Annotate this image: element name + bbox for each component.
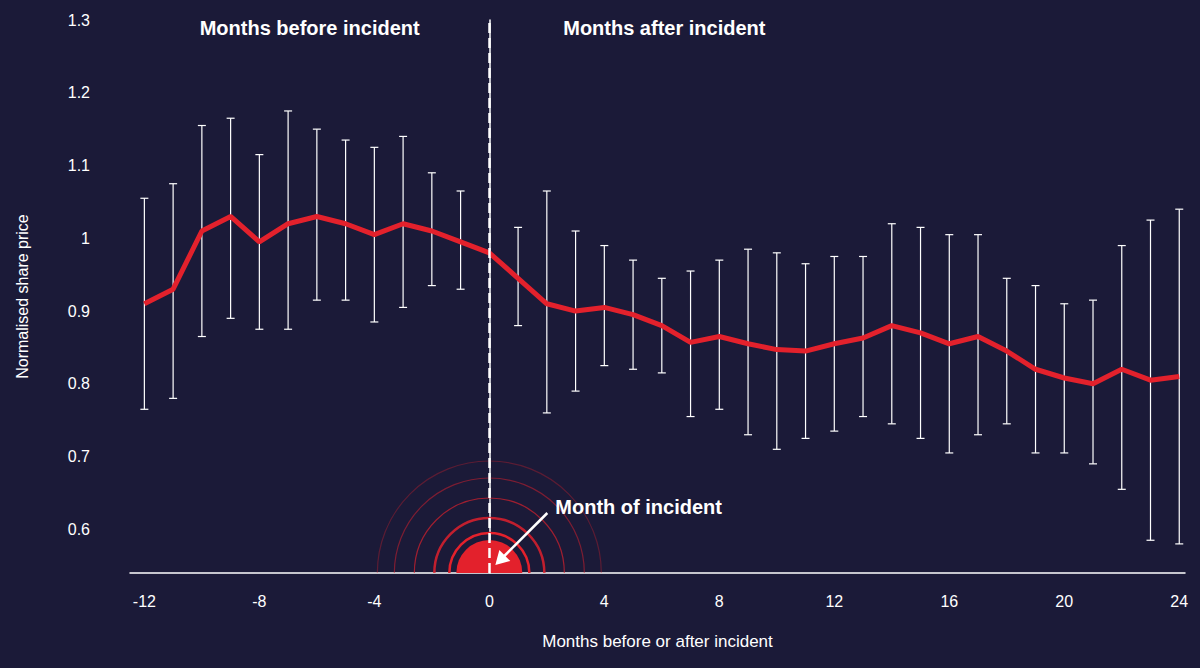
svg-text:0.7: 0.7 [68,448,90,465]
svg-text:-4: -4 [367,593,381,610]
svg-text:4: 4 [600,593,609,610]
svg-text:0.8: 0.8 [68,375,90,392]
svg-text:0: 0 [485,593,494,610]
svg-text:Month of incident: Month of incident [555,496,722,518]
svg-text:Months after incident: Months after incident [563,17,766,39]
svg-text:20: 20 [1055,593,1073,610]
svg-text:8: 8 [715,593,724,610]
svg-text:0.6: 0.6 [68,521,90,538]
svg-text:1.1: 1.1 [68,157,90,174]
svg-text:16: 16 [940,593,958,610]
svg-text:-8: -8 [252,593,266,610]
svg-text:Months before or after inciden: Months before or after incident [542,632,773,651]
svg-text:0.9: 0.9 [68,303,90,320]
svg-text:1.3: 1.3 [68,12,90,29]
svg-text:1.2: 1.2 [68,84,90,101]
svg-text:-12: -12 [133,593,156,610]
svg-text:12: 12 [825,593,843,610]
svg-text:Normalised share price: Normalised share price [14,214,31,379]
svg-text:1: 1 [81,230,90,247]
svg-text:Months before incident: Months before incident [200,17,420,39]
svg-text:24: 24 [1170,593,1188,610]
